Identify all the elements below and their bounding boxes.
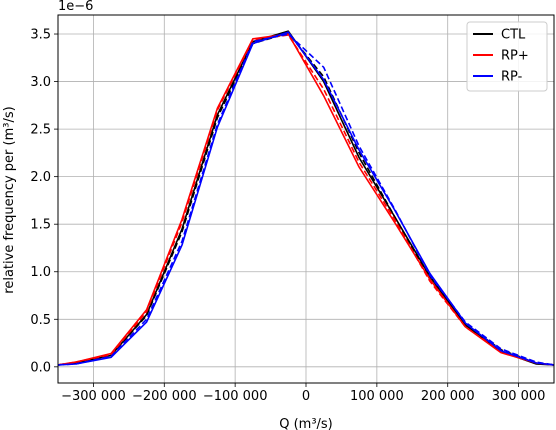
dashed-line-3 [57,34,555,366]
legend-label-rp: RP+ [501,49,529,64]
rp-line [57,31,555,366]
y-axis: 0.0 0.5 1.0 1.5 2.0 2.5 3.0 3.5 [30,28,58,375]
y-tick-label: 0.5 [30,313,51,328]
legend-label-rp: RP- [501,70,523,85]
legend-label-ctl: CTL [501,28,526,43]
x-tick-label: −300 000 [61,389,126,404]
y-tick-label: 1.0 [30,265,51,280]
y-tick-label: 2.0 [30,170,51,185]
x-tick-label: 100 000 [350,389,404,404]
x-tick-label: 300 000 [492,389,546,404]
y-tick-label: 0.0 [30,360,51,375]
legend-box [466,21,548,92]
x-axis: −300 000 −200 000 −100 000 0 100 000 200 000 3… [61,383,545,404]
x-tick-label: 0 [302,389,310,404]
legend: CTL RP+ RP- [466,21,548,92]
dashed-line-5 [57,33,555,366]
x-tick-label: −200 000 [132,389,197,404]
y-tick-label: 3.5 [30,28,51,43]
x-tick-label: 200 000 [421,389,475,404]
y-axis-label: relative frequency per (m³/s) [2,106,17,293]
series-lines [57,30,555,366]
x-axis-label: Q (m³/s) [279,417,333,430]
x-tick-label: −100 000 [203,389,268,404]
y-offset-text: 1e−6 [58,0,93,14]
y-tick-label: 1.5 [30,218,51,233]
y-tick-label: 2.5 [30,123,51,138]
y-tick-label: 3.0 [30,75,51,90]
